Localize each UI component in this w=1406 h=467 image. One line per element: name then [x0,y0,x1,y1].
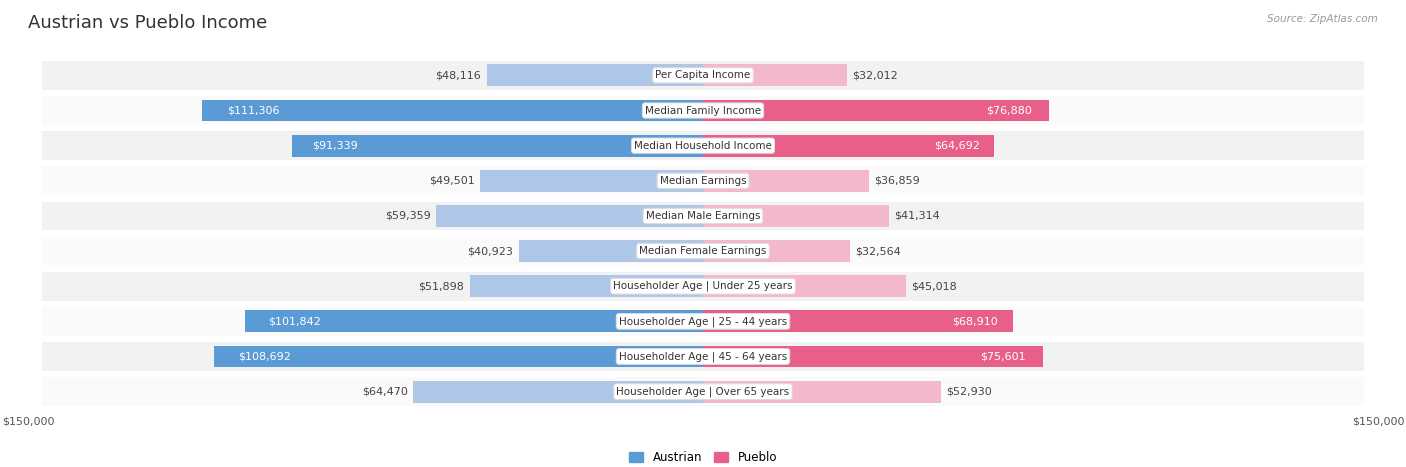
Legend: Austrian, Pueblo: Austrian, Pueblo [624,446,782,467]
Text: $75,601: $75,601 [980,352,1026,361]
Bar [42,202,1364,230]
Text: $32,012: $32,012 [852,71,898,80]
Text: Median Household Income: Median Household Income [634,141,772,151]
Bar [486,64,703,86]
Text: Austrian vs Pueblo Income: Austrian vs Pueblo Income [28,14,267,32]
Text: $91,339: $91,339 [312,141,359,151]
Text: Householder Age | 25 - 44 years: Householder Age | 25 - 44 years [619,316,787,326]
Text: Source: ZipAtlas.com: Source: ZipAtlas.com [1267,14,1378,24]
Text: $108,692: $108,692 [239,352,291,361]
Bar [703,170,869,191]
Text: $68,910: $68,910 [952,316,997,326]
Bar [42,61,1364,90]
Text: $48,116: $48,116 [436,71,481,80]
Bar [519,240,703,262]
Text: $40,923: $40,923 [468,246,513,256]
Text: $45,018: $45,018 [911,281,956,291]
Bar [703,381,941,403]
Text: Householder Age | Over 65 years: Householder Age | Over 65 years [616,386,790,397]
Bar [202,99,703,121]
Bar [703,311,1014,332]
Text: $64,692: $64,692 [934,141,980,151]
Text: Householder Age | Under 25 years: Householder Age | Under 25 years [613,281,793,291]
Bar [703,276,905,297]
Text: $32,564: $32,564 [855,246,901,256]
Text: Median Family Income: Median Family Income [645,106,761,115]
Bar [703,346,1043,368]
Bar [703,205,889,227]
Text: $41,314: $41,314 [894,211,941,221]
Text: Median Male Earnings: Median Male Earnings [645,211,761,221]
Bar [42,131,1364,160]
Bar [42,377,1364,406]
Bar [42,96,1364,125]
Text: $76,880: $76,880 [986,106,1032,115]
Text: Median Earnings: Median Earnings [659,176,747,186]
Text: $101,842: $101,842 [267,316,321,326]
Bar [703,99,1049,121]
Text: $59,359: $59,359 [385,211,430,221]
Text: $52,930: $52,930 [946,387,993,396]
Bar [42,342,1364,371]
Bar [292,135,703,156]
Bar [214,346,703,368]
Bar [42,307,1364,336]
Text: Median Female Earnings: Median Female Earnings [640,246,766,256]
Bar [703,135,994,156]
Bar [703,240,849,262]
Bar [42,166,1364,195]
Bar [42,272,1364,301]
Text: $64,470: $64,470 [361,387,408,396]
Bar [470,276,703,297]
Bar [245,311,703,332]
Text: Householder Age | 45 - 64 years: Householder Age | 45 - 64 years [619,351,787,362]
Text: Per Capita Income: Per Capita Income [655,71,751,80]
Text: $36,859: $36,859 [875,176,920,186]
Bar [703,64,846,86]
Bar [436,205,703,227]
Bar [481,170,703,191]
Text: $49,501: $49,501 [429,176,475,186]
Bar [413,381,703,403]
Text: $111,306: $111,306 [228,106,280,115]
Text: $51,898: $51,898 [418,281,464,291]
Bar [42,237,1364,265]
